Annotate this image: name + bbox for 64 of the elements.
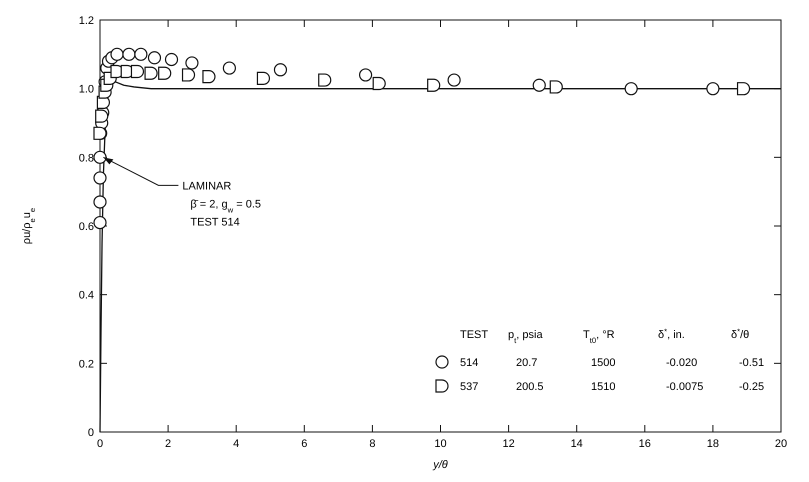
point	[274, 63, 288, 76]
annotation: δ$^{*}$, in.	[658, 326, 685, 341]
x-tick-label: 18	[706, 438, 720, 450]
point	[256, 72, 270, 85]
x-tick-label: 20	[774, 438, 788, 450]
x-tick-label: 4	[233, 438, 240, 450]
annotation: 200.5	[516, 381, 544, 393]
y-tick-label: 1.0	[78, 84, 94, 96]
point	[122, 48, 136, 61]
annotation: -0.020	[666, 357, 698, 369]
y-tick-label: 0.4	[78, 290, 94, 302]
point	[706, 82, 720, 96]
y-tick-label: 0.6	[78, 221, 94, 233]
x-tick-label: 2	[165, 438, 172, 450]
x-tick-label: 6	[301, 438, 308, 450]
x-tick-label: 16	[638, 438, 651, 450]
y-tick-label: 1.2	[78, 15, 94, 27]
annotation: -0.25	[739, 381, 764, 393]
annotation: -0.0075	[666, 381, 704, 393]
point	[182, 68, 196, 82]
point	[93, 195, 107, 209]
point	[372, 76, 386, 90]
annotation: T$_{t0}$, °R	[583, 329, 615, 344]
point	[736, 82, 750, 96]
annotation: 20.7	[516, 357, 538, 369]
point	[93, 150, 107, 164]
point	[158, 66, 172, 80]
x-tick-label: 14	[570, 438, 583, 450]
point	[144, 66, 158, 80]
x-tick-label: 8	[369, 438, 376, 450]
point	[222, 61, 236, 75]
point	[148, 51, 162, 64]
annotation: -0.51	[739, 357, 764, 369]
x-tick-label: 0	[96, 438, 104, 450]
point	[93, 171, 107, 185]
point	[427, 78, 440, 92]
point	[550, 80, 563, 94]
point	[130, 64, 144, 78]
annotation: 1510	[591, 381, 616, 393]
legend-title: TEST	[460, 329, 488, 341]
point	[448, 73, 461, 87]
y-tick-label: 0.2	[78, 358, 94, 370]
point	[95, 110, 108, 123]
point	[318, 73, 332, 87]
annotation: 1500	[591, 357, 616, 369]
point	[93, 216, 107, 230]
point	[134, 48, 148, 61]
x-tick-label: 12	[502, 438, 515, 450]
point	[185, 56, 199, 70]
annotation: δ$^{*}$/θ	[731, 326, 750, 341]
point	[164, 52, 178, 66]
point	[110, 48, 124, 61]
y-tick-label: 0.8	[78, 152, 94, 164]
annotation: p$_{t}$, psia	[508, 329, 544, 344]
point	[624, 82, 638, 96]
x-tick-label: 10	[434, 438, 447, 450]
point	[358, 68, 372, 82]
point	[202, 70, 216, 84]
y-tick-label: 0	[88, 427, 94, 439]
annotation: LAMINAR β̄ = 2, g$_{w}$ = 0.5 TEST 514	[182, 180, 262, 228]
legend-label: 514	[460, 357, 478, 369]
point	[532, 78, 546, 92]
x-axis-title: y/θ	[432, 459, 448, 471]
legend-label: 537	[460, 381, 478, 393]
